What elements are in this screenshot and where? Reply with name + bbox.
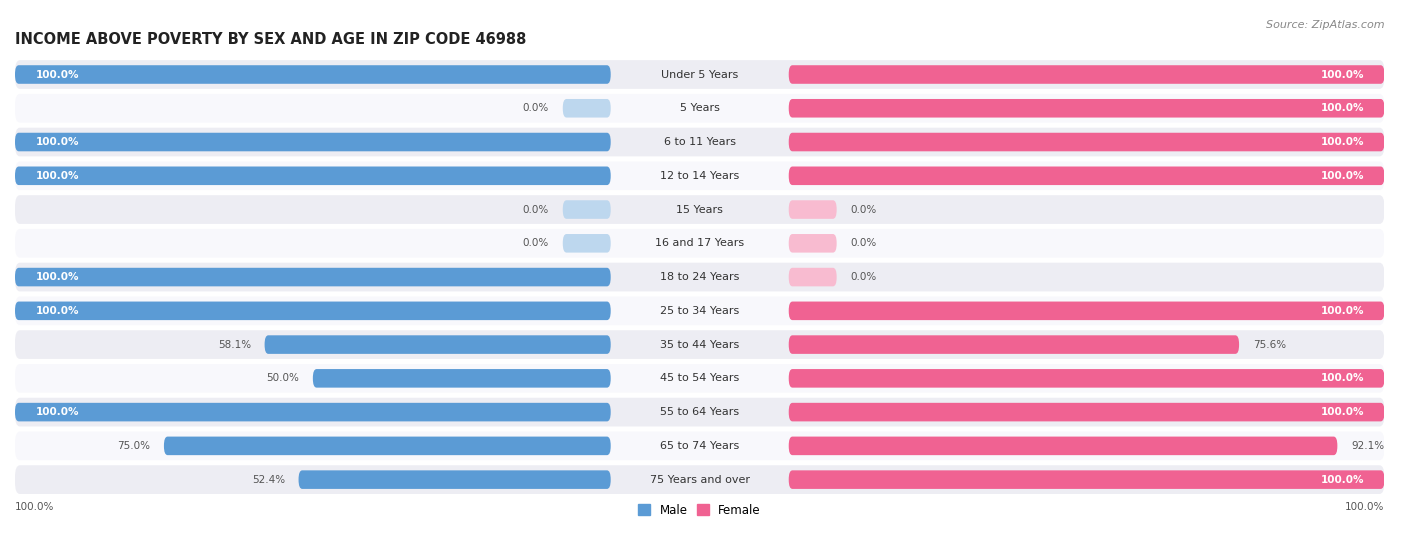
FancyBboxPatch shape xyxy=(298,470,610,489)
Text: 100.0%: 100.0% xyxy=(35,306,79,316)
FancyBboxPatch shape xyxy=(15,195,1385,224)
Text: 45 to 54 Years: 45 to 54 Years xyxy=(659,373,740,383)
Text: 100.0%: 100.0% xyxy=(1320,475,1364,485)
FancyBboxPatch shape xyxy=(15,60,1385,89)
FancyBboxPatch shape xyxy=(15,94,1385,123)
Text: 100.0%: 100.0% xyxy=(35,70,79,79)
FancyBboxPatch shape xyxy=(789,166,1385,185)
Text: 100.0%: 100.0% xyxy=(1346,502,1385,512)
FancyBboxPatch shape xyxy=(15,330,1385,359)
Text: 52.4%: 52.4% xyxy=(252,475,285,485)
Text: 100.0%: 100.0% xyxy=(35,137,79,147)
Legend: Male, Female: Male, Female xyxy=(634,499,766,521)
Text: 12 to 14 Years: 12 to 14 Years xyxy=(659,171,740,181)
FancyBboxPatch shape xyxy=(789,268,837,286)
Text: 18 to 24 Years: 18 to 24 Years xyxy=(659,272,740,282)
FancyBboxPatch shape xyxy=(15,166,610,185)
FancyBboxPatch shape xyxy=(789,470,1385,489)
FancyBboxPatch shape xyxy=(789,99,1385,118)
FancyBboxPatch shape xyxy=(789,200,837,219)
Text: 35 to 44 Years: 35 to 44 Years xyxy=(659,340,740,350)
Text: 75.0%: 75.0% xyxy=(117,441,150,451)
Text: 100.0%: 100.0% xyxy=(35,171,79,181)
Text: 100.0%: 100.0% xyxy=(1320,373,1364,383)
Text: 65 to 74 Years: 65 to 74 Years xyxy=(659,441,740,451)
FancyBboxPatch shape xyxy=(789,301,1385,320)
Text: 100.0%: 100.0% xyxy=(1320,306,1364,316)
Text: 0.0%: 0.0% xyxy=(851,205,876,214)
FancyBboxPatch shape xyxy=(562,234,610,253)
FancyBboxPatch shape xyxy=(15,229,1385,258)
FancyBboxPatch shape xyxy=(15,296,1385,325)
Text: 100.0%: 100.0% xyxy=(1320,103,1364,113)
FancyBboxPatch shape xyxy=(562,200,610,219)
Text: 16 and 17 Years: 16 and 17 Years xyxy=(655,238,744,248)
FancyBboxPatch shape xyxy=(15,65,610,84)
FancyBboxPatch shape xyxy=(789,133,1385,151)
Text: 75.6%: 75.6% xyxy=(1253,340,1286,350)
FancyBboxPatch shape xyxy=(789,403,1385,421)
Text: 100.0%: 100.0% xyxy=(15,502,55,512)
Text: 0.0%: 0.0% xyxy=(851,238,876,248)
FancyBboxPatch shape xyxy=(15,465,1385,494)
FancyBboxPatch shape xyxy=(789,369,1385,388)
Text: Source: ZipAtlas.com: Source: ZipAtlas.com xyxy=(1267,20,1385,30)
Text: 55 to 64 Years: 55 to 64 Years xyxy=(661,407,740,417)
Text: 0.0%: 0.0% xyxy=(523,205,550,214)
Text: 100.0%: 100.0% xyxy=(35,272,79,282)
Text: 100.0%: 100.0% xyxy=(1320,407,1364,417)
Text: 92.1%: 92.1% xyxy=(1351,441,1384,451)
FancyBboxPatch shape xyxy=(15,268,610,286)
Text: 100.0%: 100.0% xyxy=(35,407,79,417)
FancyBboxPatch shape xyxy=(15,128,1385,156)
Text: 100.0%: 100.0% xyxy=(1320,70,1364,79)
FancyBboxPatch shape xyxy=(15,398,1385,426)
Text: 6 to 11 Years: 6 to 11 Years xyxy=(664,137,735,147)
FancyBboxPatch shape xyxy=(789,234,837,253)
FancyBboxPatch shape xyxy=(264,335,610,354)
Text: INCOME ABOVE POVERTY BY SEX AND AGE IN ZIP CODE 46988: INCOME ABOVE POVERTY BY SEX AND AGE IN Z… xyxy=(15,32,526,47)
Text: Under 5 Years: Under 5 Years xyxy=(661,70,738,79)
FancyBboxPatch shape xyxy=(15,161,1385,190)
FancyBboxPatch shape xyxy=(789,436,1337,455)
FancyBboxPatch shape xyxy=(15,431,1385,460)
Text: 100.0%: 100.0% xyxy=(1320,137,1364,147)
FancyBboxPatch shape xyxy=(15,364,1385,393)
Text: 0.0%: 0.0% xyxy=(851,272,876,282)
FancyBboxPatch shape xyxy=(15,263,1385,291)
Text: 75 Years and over: 75 Years and over xyxy=(650,475,749,485)
FancyBboxPatch shape xyxy=(15,403,610,421)
Text: 15 Years: 15 Years xyxy=(676,205,723,214)
FancyBboxPatch shape xyxy=(165,436,610,455)
FancyBboxPatch shape xyxy=(15,133,610,151)
Text: 58.1%: 58.1% xyxy=(218,340,250,350)
Text: 25 to 34 Years: 25 to 34 Years xyxy=(659,306,740,316)
FancyBboxPatch shape xyxy=(562,99,610,118)
Text: 50.0%: 50.0% xyxy=(266,373,299,383)
Text: 0.0%: 0.0% xyxy=(523,238,550,248)
Text: 5 Years: 5 Years xyxy=(679,103,720,113)
FancyBboxPatch shape xyxy=(314,369,610,388)
Text: 100.0%: 100.0% xyxy=(1320,171,1364,181)
Text: 0.0%: 0.0% xyxy=(523,103,550,113)
FancyBboxPatch shape xyxy=(789,65,1385,84)
FancyBboxPatch shape xyxy=(789,335,1239,354)
FancyBboxPatch shape xyxy=(15,301,610,320)
